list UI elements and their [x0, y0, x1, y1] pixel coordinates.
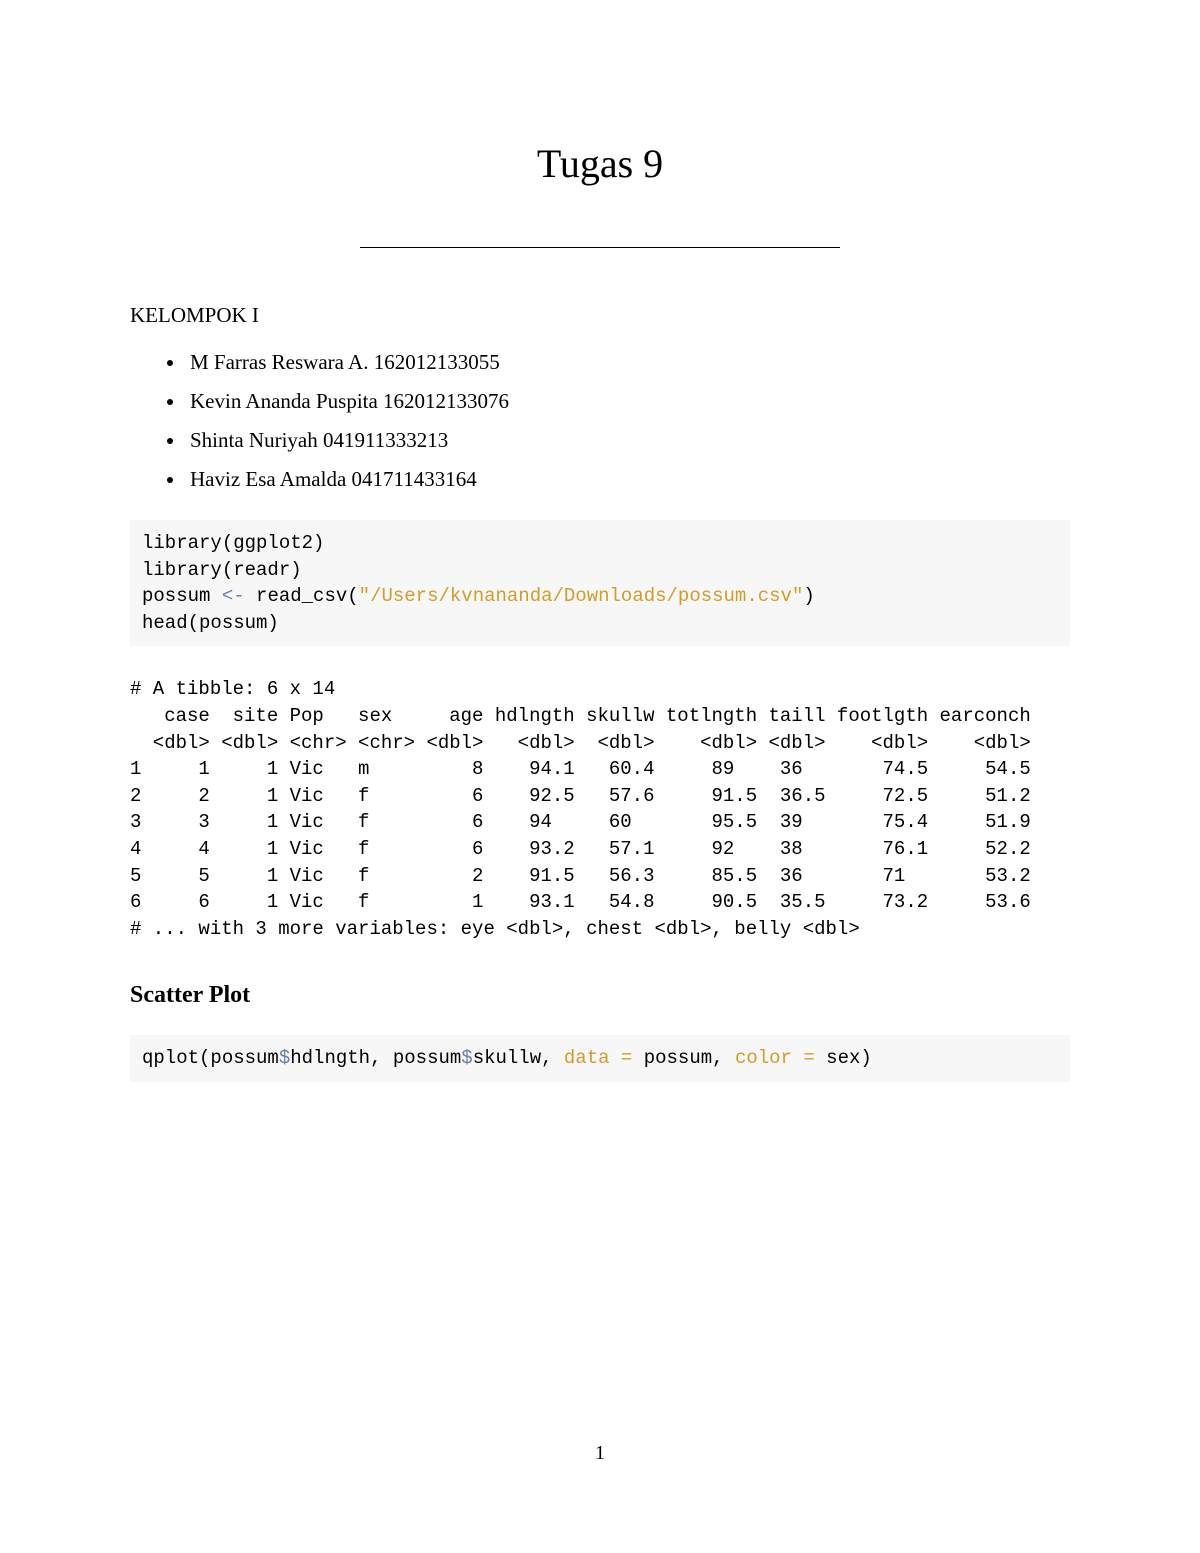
code-token: sex)	[815, 1047, 872, 1069]
page-title: Tugas 9	[130, 140, 1070, 187]
code-token: possum,	[632, 1047, 735, 1069]
code-token: skullw,	[473, 1047, 564, 1069]
list-item: M Farras Reswara A. 162012133055	[186, 350, 1070, 375]
page-number: 1	[130, 1442, 1070, 1465]
output-line: 5 5 1 Vic f 2 91.5 56.3 85.5 36 71 53.2	[130, 865, 1031, 887]
code-token: read_csv	[245, 585, 348, 607]
code-token: (ggplot2)	[222, 532, 325, 554]
code-token: (	[347, 585, 358, 607]
list-item: Kevin Ananda Puspita 162012133076	[186, 389, 1070, 414]
code-token: $	[279, 1047, 290, 1069]
code-token: data =	[564, 1047, 632, 1069]
code-token: (readr)	[222, 559, 302, 581]
code-token: possum	[142, 585, 222, 607]
output-line: 4 4 1 Vic f 6 93.2 57.1 92 38 76.1 52.2	[130, 838, 1031, 860]
members-list: M Farras Reswara A. 162012133055 Kevin A…	[130, 350, 1070, 492]
code-token: qplot	[142, 1047, 199, 1069]
code-token: <-	[222, 585, 245, 607]
output-line: 2 2 1 Vic f 6 92.5 57.6 91.5 36.5 72.5 5…	[130, 785, 1031, 807]
code-token: color =	[735, 1047, 815, 1069]
document-page: Tugas 9 KELOMPOK I M Farras Reswara A. 1…	[0, 0, 1200, 1525]
code-block-1: library(ggplot2) library(readr) possum <…	[130, 520, 1070, 646]
group-label: KELOMPOK I	[130, 303, 1070, 328]
output-line: 1 1 1 Vic m 8 94.1 60.4 89 36 74.5 54.5	[130, 758, 1031, 780]
output-line: # ... with 3 more variables: eye <dbl>, …	[130, 918, 860, 940]
code-token: head	[142, 612, 188, 634]
code-token: "/Users/kvnananda/Downloads/possum.csv"	[359, 585, 804, 607]
horizontal-rule	[360, 247, 840, 248]
section-heading: Scatter Plot	[130, 982, 1070, 1009]
list-item: Shinta Nuriyah 041911333213	[186, 428, 1070, 453]
output-block: # A tibble: 6 x 14 case site Pop sex age…	[130, 676, 1070, 942]
code-block-2: qplot(possum$hdlngth, possum$skullw, dat…	[130, 1035, 1070, 1082]
code-token: )	[803, 585, 814, 607]
output-line: # A tibble: 6 x 14	[130, 678, 335, 700]
code-token: library	[142, 532, 222, 554]
code-token: library	[142, 559, 222, 581]
code-token: hdlngth, possum	[290, 1047, 461, 1069]
output-line: <dbl> <dbl> <chr> <chr> <dbl> <dbl> <dbl…	[130, 732, 1031, 754]
code-token: $	[461, 1047, 472, 1069]
output-line: 6 6 1 Vic f 1 93.1 54.8 90.5 35.5 73.2 5…	[130, 891, 1031, 913]
list-item: Haviz Esa Amalda 041711433164	[186, 467, 1070, 492]
output-line: case site Pop sex age hdlngth skullw tot…	[130, 705, 1031, 727]
code-token: (possum	[199, 1047, 279, 1069]
output-line: 3 3 1 Vic f 6 94 60 95.5 39 75.4 51.9	[130, 811, 1031, 833]
code-token: (possum)	[188, 612, 279, 634]
